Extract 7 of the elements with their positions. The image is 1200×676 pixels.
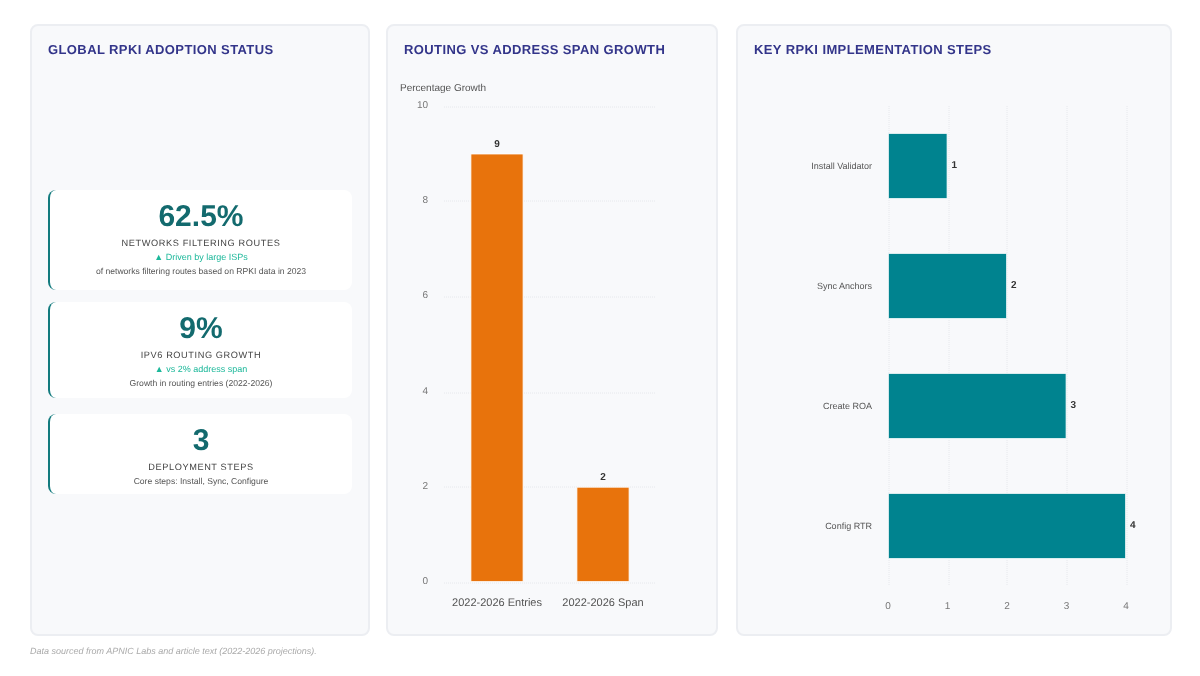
- bar: [888, 373, 1067, 439]
- bar: [888, 253, 1007, 319]
- text: 62.5%: [156, 200, 246, 234]
- bar: [888, 133, 948, 199]
- text: 9%: [177, 312, 225, 346]
- text: 3: [190, 424, 212, 458]
- bar: [888, 493, 1126, 559]
